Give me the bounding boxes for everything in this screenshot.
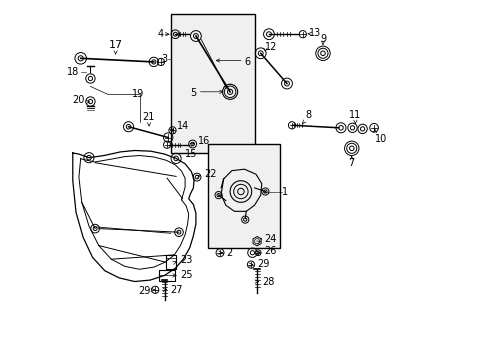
Text: 28: 28 xyxy=(262,276,274,287)
Text: 5: 5 xyxy=(190,87,196,98)
Text: 14: 14 xyxy=(177,121,189,131)
Text: 3: 3 xyxy=(161,54,167,64)
Text: 26: 26 xyxy=(264,246,276,256)
Text: 7: 7 xyxy=(348,158,354,168)
Text: 9: 9 xyxy=(319,34,325,44)
Text: 13: 13 xyxy=(309,28,321,38)
Text: 19: 19 xyxy=(132,89,144,99)
Text: 1: 1 xyxy=(282,186,288,197)
Text: 21: 21 xyxy=(142,112,154,122)
Text: 2: 2 xyxy=(226,248,232,258)
Text: 22: 22 xyxy=(204,169,216,179)
Bar xyxy=(170,14,255,153)
Bar xyxy=(208,144,280,248)
Text: 12: 12 xyxy=(265,42,277,52)
Text: 23: 23 xyxy=(180,255,192,265)
Text: 11: 11 xyxy=(348,109,361,120)
Bar xyxy=(165,255,175,269)
Text: 20: 20 xyxy=(72,95,84,105)
Text: 16: 16 xyxy=(197,136,209,146)
Text: 6: 6 xyxy=(244,57,250,67)
Text: 25: 25 xyxy=(180,270,193,280)
Bar xyxy=(159,270,175,281)
Text: 29: 29 xyxy=(257,258,269,269)
Text: 24: 24 xyxy=(264,234,276,244)
Text: 18: 18 xyxy=(67,67,80,77)
Text: 8: 8 xyxy=(305,109,310,120)
Text: 29: 29 xyxy=(138,285,150,296)
Text: 17: 17 xyxy=(108,40,122,50)
Text: 27: 27 xyxy=(170,285,183,295)
Text: 15: 15 xyxy=(185,149,197,159)
Text: 4: 4 xyxy=(157,29,163,39)
Text: 10: 10 xyxy=(374,134,386,144)
